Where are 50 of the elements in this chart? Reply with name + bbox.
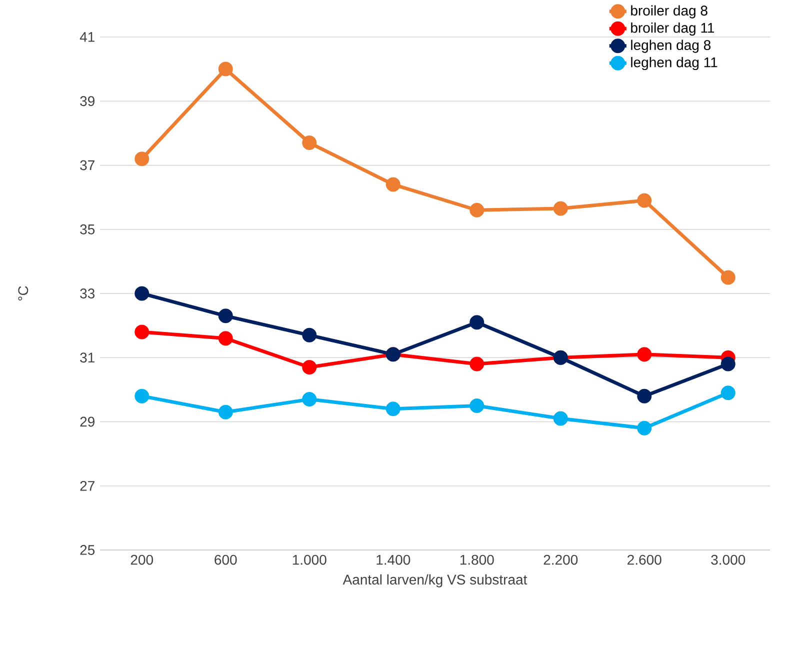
x-tick-label: 1.000 xyxy=(292,554,326,565)
point xyxy=(302,136,317,150)
legend-label: broiler dag 11 xyxy=(631,22,714,36)
legend-label: broiler dag 8 xyxy=(631,5,708,18)
y-tick-label: 41 xyxy=(80,32,94,42)
point xyxy=(302,328,317,342)
point xyxy=(218,331,233,346)
point xyxy=(302,392,317,407)
y-tick-label: 27 xyxy=(80,480,94,491)
point xyxy=(553,201,568,216)
x-tick-label: 2.600 xyxy=(628,554,662,565)
y-tick-label: 39 xyxy=(80,96,94,106)
legend-label: leghen dag 8 xyxy=(631,40,711,53)
point xyxy=(637,347,652,362)
y-tick-label: 33 xyxy=(80,288,95,298)
point xyxy=(134,286,150,301)
x-tick-label: 2.200 xyxy=(544,554,578,565)
x-tick-label: 1.400 xyxy=(376,554,410,565)
point xyxy=(134,152,150,166)
x-tick-label: 1.800 xyxy=(460,554,494,565)
x-tick-label: 3.000 xyxy=(711,554,746,565)
y-tick-label: 31 xyxy=(80,352,94,363)
x-tick-label: 200 xyxy=(130,554,154,565)
point xyxy=(470,202,484,218)
point xyxy=(470,315,484,330)
point xyxy=(134,324,150,340)
point xyxy=(218,404,233,420)
point xyxy=(218,308,233,324)
legend-label: leghen dag 11 xyxy=(631,57,718,70)
point xyxy=(470,398,484,413)
point xyxy=(134,388,150,404)
point xyxy=(637,388,652,404)
point xyxy=(720,270,736,285)
point xyxy=(720,386,736,400)
y-tick-label: 25 xyxy=(80,545,95,555)
y-tick-label: 29 xyxy=(80,416,94,427)
point xyxy=(386,177,400,192)
point xyxy=(386,402,400,416)
point xyxy=(553,411,568,426)
point xyxy=(302,360,317,374)
point xyxy=(637,193,652,208)
x-tick-label: 600 xyxy=(214,554,237,565)
point xyxy=(218,62,233,76)
y-tick-label: 35 xyxy=(80,224,95,234)
point xyxy=(720,356,736,372)
x-axis-title: Aantal larven/kg VS substraat xyxy=(342,574,528,588)
y-axis-title: °C xyxy=(18,286,28,301)
y-tick-label: 37 xyxy=(80,160,94,170)
point xyxy=(470,356,484,372)
point xyxy=(637,420,652,436)
